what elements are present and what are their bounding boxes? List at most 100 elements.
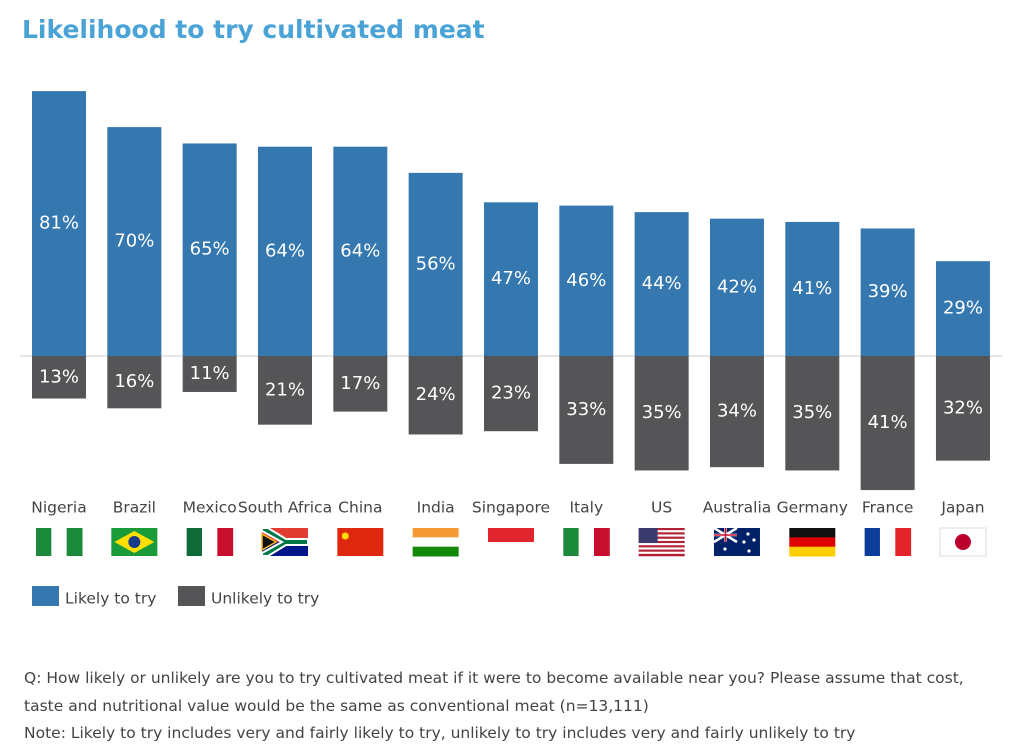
flag-field <box>939 527 987 557</box>
legend-label: Unlikely to try <box>211 590 319 608</box>
flag <box>412 528 459 557</box>
likely-value-label: 47% <box>491 268 531 289</box>
legend-label: Likely to try <box>65 590 156 608</box>
unlikely-value-label: 33% <box>566 399 606 420</box>
likely-bar <box>483 202 538 356</box>
flag-disc <box>954 534 971 550</box>
legend-swatch <box>178 586 205 606</box>
category-label: Brazil <box>113 499 156 517</box>
unlikely-bar <box>709 356 764 468</box>
flag <box>713 526 760 556</box>
flag-stripe <box>638 551 685 555</box>
category-label: South Africa <box>238 499 332 517</box>
likely-value-label: 81% <box>39 213 79 234</box>
likely-bar <box>32 91 86 356</box>
category-label: China <box>338 499 382 517</box>
likely-value-label: 64% <box>265 240 305 261</box>
flag-stripe <box>864 528 881 556</box>
unlikely-value-label: 24% <box>416 384 456 405</box>
flag-globe <box>128 536 141 548</box>
flag-stripe <box>638 538 685 542</box>
flag-stripe <box>412 537 459 548</box>
flag <box>186 528 234 556</box>
category-label: Germany <box>777 499 848 517</box>
unlikely-value-label: 35% <box>792 402 832 423</box>
legend-swatch <box>32 586 59 606</box>
flag-stripe <box>638 534 685 537</box>
likely-bar <box>559 205 614 356</box>
flag-stripe <box>638 530 685 533</box>
unlikely-bar <box>408 356 463 435</box>
unlikely-bar <box>785 356 840 471</box>
unlikely-bar <box>107 356 162 409</box>
category-label: Australia <box>703 499 772 517</box>
flag-star <box>752 538 756 542</box>
flag-stripe <box>593 528 610 556</box>
unlikely-bar <box>860 356 915 491</box>
likely-value-label: 65% <box>190 239 230 260</box>
unlikely-bar <box>483 356 538 432</box>
flag <box>487 528 534 557</box>
unlikely-bar <box>182 356 237 392</box>
flag-stripe <box>487 528 534 543</box>
flag-stripe <box>638 549 685 552</box>
category-label: Singapore <box>472 499 550 517</box>
likely-bar <box>107 127 162 356</box>
flag-stripe <box>217 528 234 556</box>
flag <box>260 527 309 557</box>
likely-value-label: 56% <box>416 253 456 274</box>
likely-bar <box>333 146 388 356</box>
flag <box>563 528 610 556</box>
unlikely-bar <box>32 356 86 399</box>
flag-stripe <box>186 528 203 556</box>
flag-stripe <box>51 528 68 556</box>
flag-stripe <box>789 537 836 548</box>
flag-star <box>746 532 750 536</box>
question-note: Q: How likely or unlikely are you to try… <box>24 669 964 715</box>
unlikely-value-label: 11% <box>190 363 230 384</box>
flag-stripe <box>638 553 685 557</box>
flag-star <box>742 540 746 544</box>
flag-field <box>337 528 384 556</box>
category-label: Nigeria <box>31 499 86 517</box>
likely-bar <box>257 146 312 356</box>
category-label: India <box>417 499 455 517</box>
likely-bar <box>182 143 237 356</box>
flag-stripe <box>638 540 685 544</box>
flag <box>111 528 158 556</box>
flag <box>36 528 83 556</box>
unlikely-bar <box>257 356 312 425</box>
flag <box>864 528 912 556</box>
likely-value-label: 29% <box>943 298 983 319</box>
category-label: Japan <box>940 499 984 517</box>
likely-value-label: 41% <box>792 278 832 299</box>
unlikely-value-label: 23% <box>491 383 531 404</box>
unlikely-value-label: 17% <box>340 373 380 394</box>
chart-title: Likelihood to try cultivated meat <box>22 15 485 44</box>
likely-value-label: 42% <box>717 276 757 297</box>
flag-stripe <box>789 546 836 557</box>
likely-value-label: 46% <box>566 270 606 291</box>
unlikely-value-label: 32% <box>943 397 983 418</box>
unlikely-value-label: 41% <box>868 412 908 433</box>
unlikely-bar <box>559 356 614 464</box>
flag-stripe <box>638 543 685 546</box>
flag-stripe <box>36 528 52 556</box>
flag-star <box>723 547 727 551</box>
unlikely-bar <box>333 356 388 412</box>
likely-value-label: 44% <box>642 273 682 294</box>
likely-bar <box>709 218 764 356</box>
unlikely-value-label: 16% <box>114 371 154 392</box>
likely-bar <box>935 261 990 356</box>
flag-stripe <box>638 528 685 531</box>
category-label: France <box>862 499 914 517</box>
flag-triangle <box>261 532 278 552</box>
unlikely-value-label: 21% <box>265 379 305 400</box>
flag-stripe <box>487 542 534 557</box>
flag <box>789 528 836 557</box>
flag <box>337 528 384 556</box>
flag-stripe <box>638 545 685 548</box>
likely-bar <box>408 172 463 356</box>
